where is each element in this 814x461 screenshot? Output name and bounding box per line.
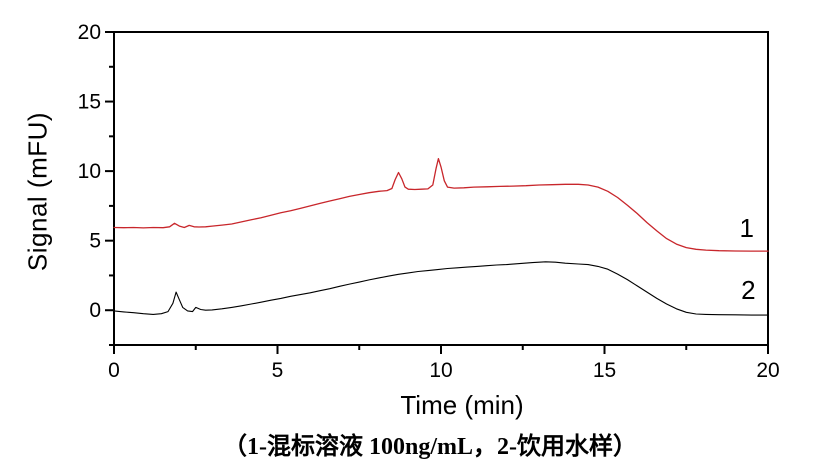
plot-frame — [113, 31, 769, 346]
x-tick-label: 5 — [272, 359, 284, 382]
figure-caption: （1-混标溶液 100ng/mL，2-饮用水样） — [223, 434, 637, 460]
x-axis-label: Time (min) — [400, 390, 524, 420]
y-tick-label: 5 — [89, 230, 101, 253]
y-tick-label: 10 — [78, 160, 101, 183]
y-tick-label: 0 — [89, 299, 101, 322]
x-tick-label: 10 — [429, 359, 452, 382]
y-tick-label: 15 — [78, 91, 101, 114]
x-tick-label: 20 — [756, 359, 779, 382]
trace-label-2: 2 — [741, 275, 755, 305]
chromatogram-trace-1 — [113, 157, 769, 252]
x-tick-label: 15 — [593, 359, 616, 382]
x-tick-label: 0 — [108, 359, 120, 382]
y-tick-label: 20 — [78, 21, 101, 44]
chromatogram-trace-2 — [113, 261, 769, 316]
y-axis-label: Signal (mFU) — [22, 111, 53, 272]
trace-label-1: 1 — [740, 213, 754, 243]
